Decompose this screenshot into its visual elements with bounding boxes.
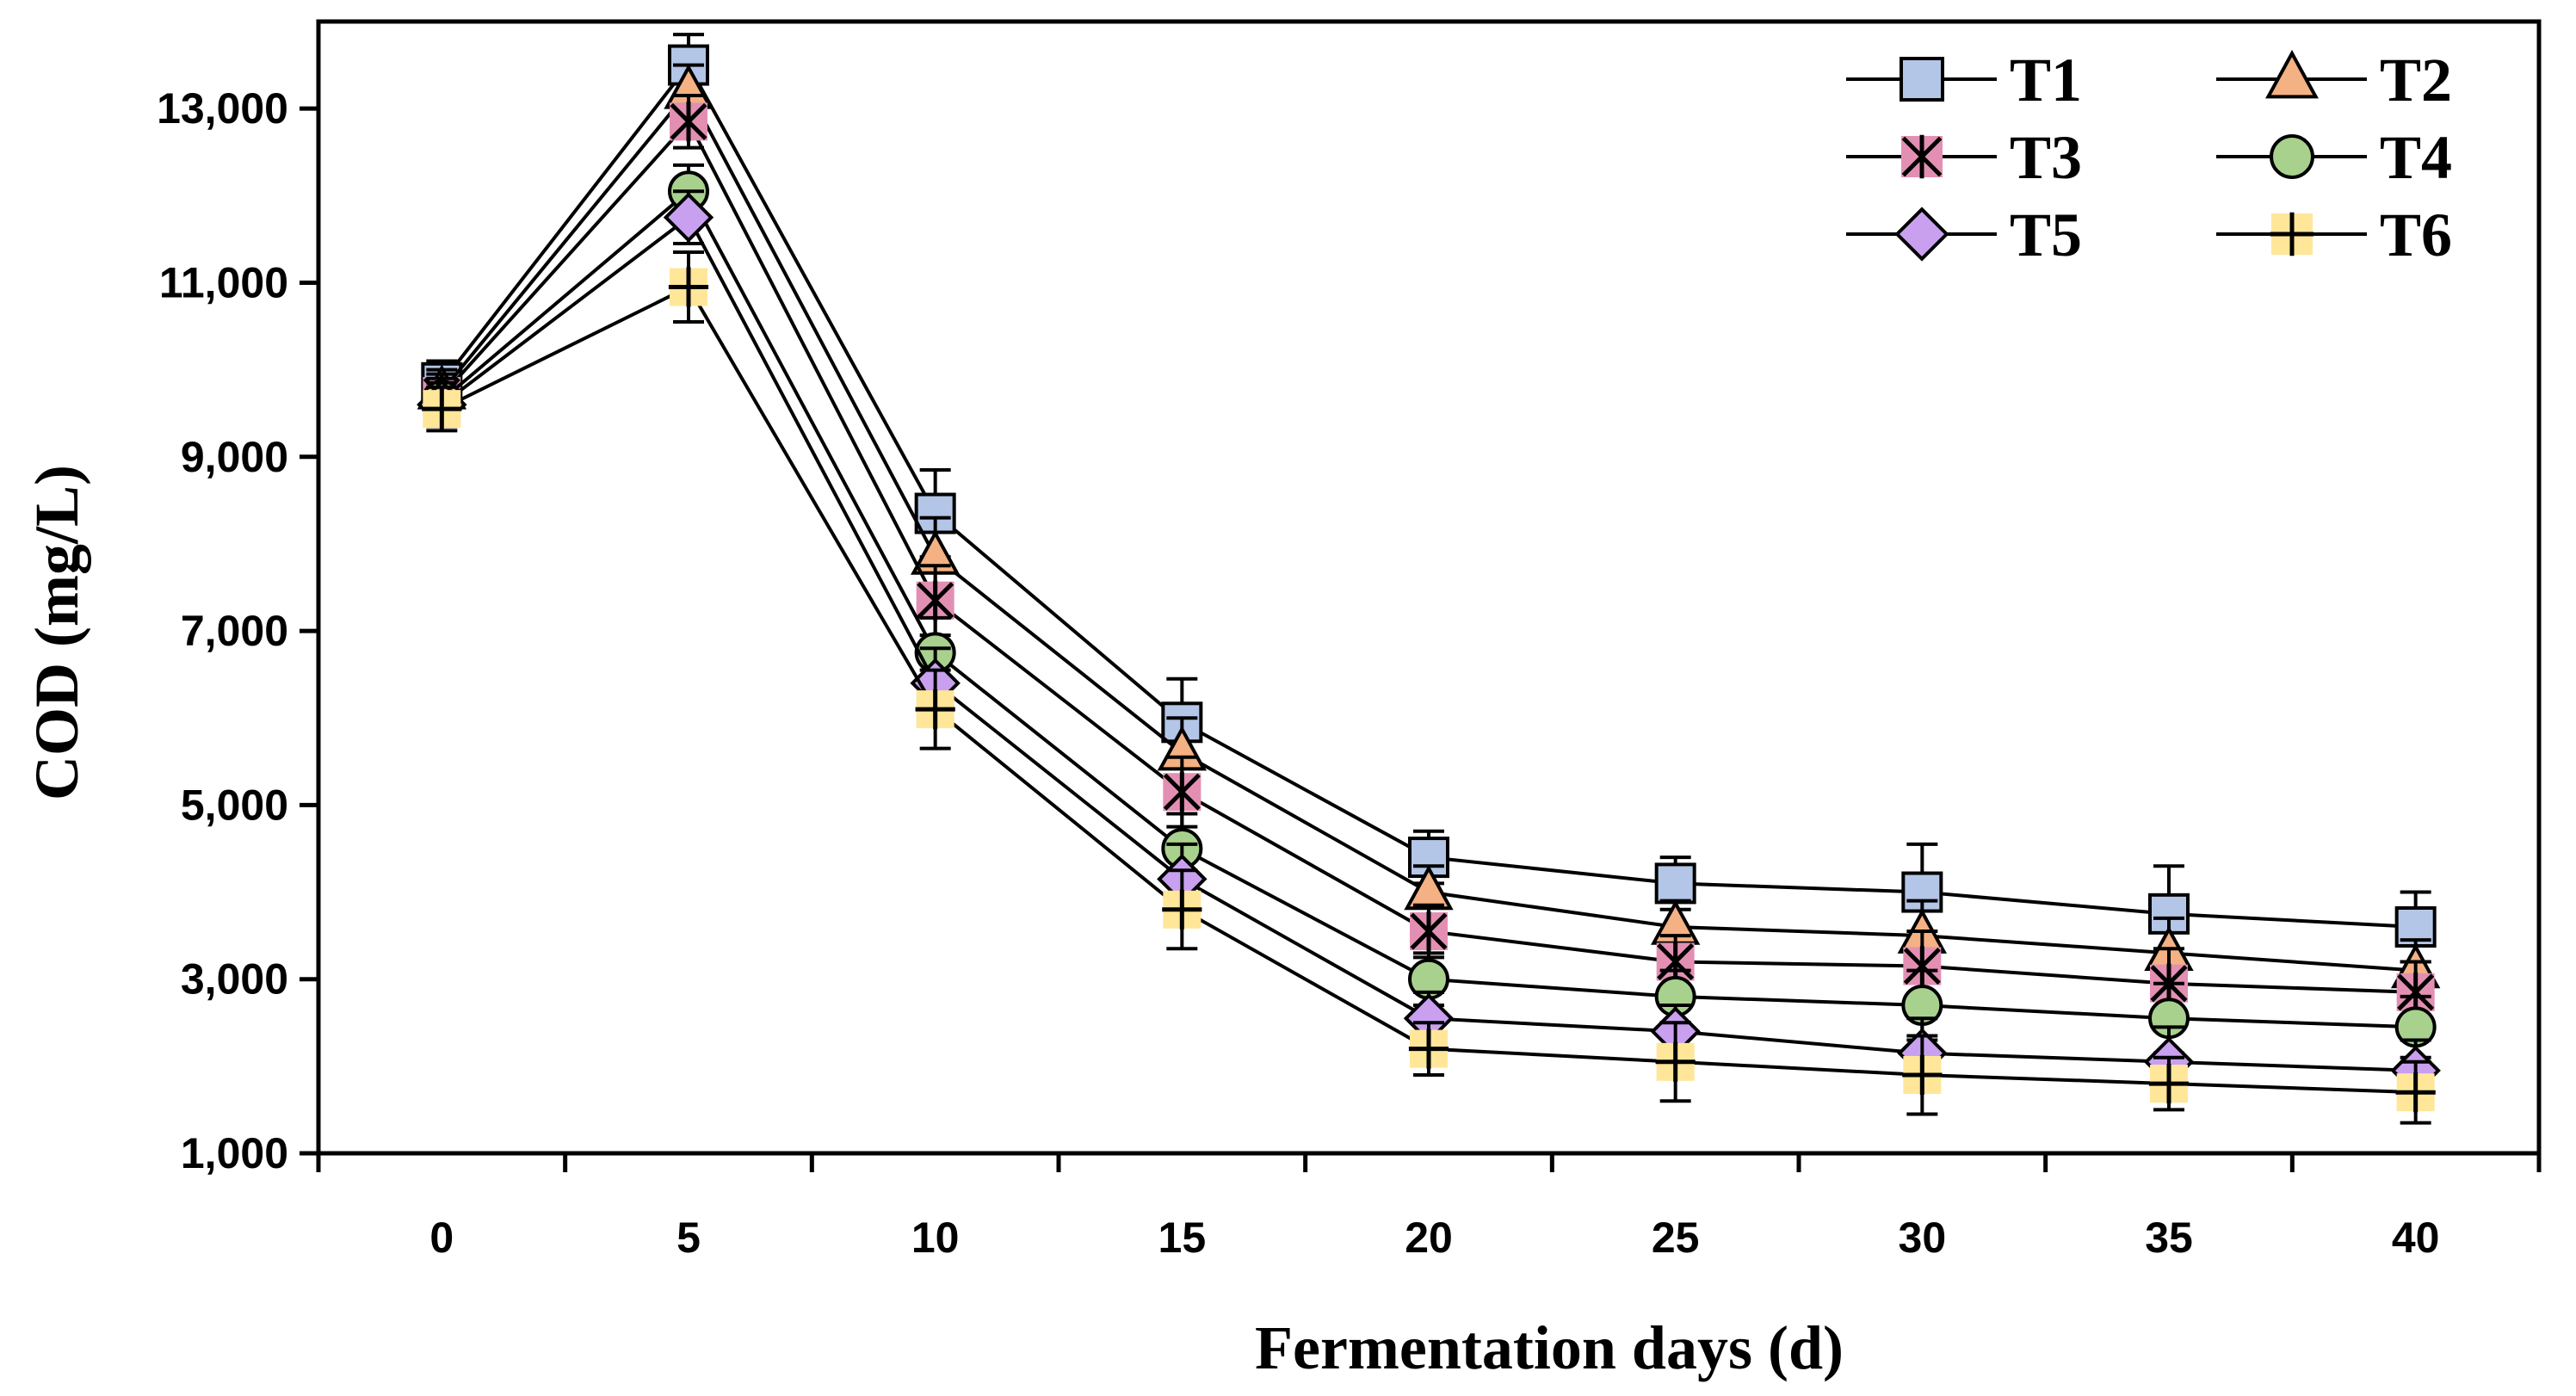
series-T6 [422,250,2436,1125]
data-point-T6 [1902,1054,1943,1096]
series-T4 [421,163,2437,1059]
legend-item-T2: T2 [2216,46,2452,114]
data-point-T6 [1655,1041,1696,1082]
legend-item-T3: T3 [1846,123,2082,192]
x-tick-label: 30 [1899,1214,1947,1262]
data-point-T6 [2148,1063,2190,1104]
data-point-T3 [1903,946,1942,986]
data-point-T3 [670,102,707,142]
data-point-T1 [1654,862,1696,905]
x-axis-title: Fermentation days (d) [1255,1313,1844,1382]
data-point-T3 [1656,942,1695,982]
series-line-T1 [440,61,2416,929]
y-tick-label: 9,000 [181,433,288,481]
x-tick-label: 5 [676,1214,701,1262]
x-tick-label: 0 [429,1214,454,1262]
legend-marker-T3 [1901,134,1943,179]
x-tick-label: 20 [1405,1214,1453,1262]
data-point-T6 [2395,1072,2436,1113]
y-tick-label: 11,000 [159,258,288,306]
legend: T1 T2 T3 T4 T5 T6 [1846,46,2452,269]
data-point-T3 [1410,911,1448,952]
data-point-T6 [1162,889,1202,930]
axes: 1,000 3,000 5,000 7,000 9,000 11,000 13,000 0 5 1… [157,19,2542,1262]
data-point-T3 [916,580,954,621]
legend-marker-T6 [2270,212,2314,256]
legend-marker-T1 [1900,57,1944,102]
data-point-T6 [668,267,709,307]
legend-label-T5: T5 [2010,201,2082,269]
x-tick-label: 35 [2145,1214,2193,1262]
legend-label-T2: T2 [2380,46,2452,114]
series-lines [417,33,2441,1125]
y-tick-label: 5,000 [181,781,288,829]
legend-marker-T2 [2265,49,2319,99]
data-point-T5 [663,192,714,243]
x-tick-label: 10 [911,1214,960,1262]
legend-label-T6: T6 [2380,201,2452,269]
data-point-T3 [1163,772,1202,812]
data-point-T6 [422,389,462,429]
x-tick-label: 25 [1652,1214,1700,1262]
series-T1 [421,33,2437,964]
plot-frame [316,19,2542,1156]
y-tick-label: 1,000 [181,1129,288,1177]
data-point-T6 [915,689,955,730]
legend-item-T4: T4 [2216,123,2452,192]
legend-item-T6: T6 [2216,201,2452,269]
data-point-T6 [1408,1028,1449,1069]
legend-item-T1: T1 [1846,46,2082,114]
y-tick-label: 7,000 [181,607,288,655]
y-axis-title: COD (mg/L) [22,465,91,800]
x-tick-label: 15 [1158,1214,1207,1262]
legend-item-T5: T5 [1846,201,2082,269]
legend-label-T4: T4 [2380,123,2452,192]
y-tick-label: 3,000 [181,955,288,1004]
legend-marker-T4 [2270,134,2314,179]
legend-marker-T5 [1894,207,1949,262]
legend-label-T1: T1 [2010,46,2082,114]
x-tick-label: 40 [2392,1214,2440,1262]
legend-label-T3: T3 [2010,123,2082,192]
y-tick-label: 13,000 [157,84,288,133]
